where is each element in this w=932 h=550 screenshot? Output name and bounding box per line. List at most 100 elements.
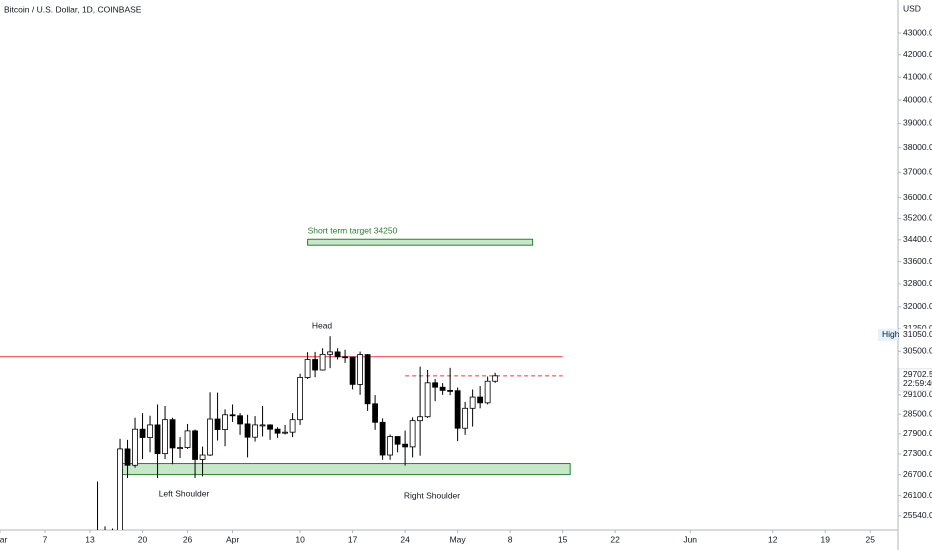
x-tick-label: Mar — [0, 534, 7, 544]
annotation: Right Shoulder — [404, 490, 460, 500]
candle-body — [357, 354, 364, 385]
y-tick-label: 32800.00 — [903, 278, 932, 288]
candle-body — [207, 418, 213, 456]
candle-body — [484, 380, 491, 404]
candle-body — [447, 389, 454, 392]
candle-body — [244, 423, 251, 438]
candle-body — [184, 430, 191, 448]
x-tick-label: May — [450, 534, 467, 544]
last-price-bg — [898, 368, 932, 392]
candle-body — [312, 359, 318, 371]
x-tick-label: Jun — [683, 534, 697, 544]
candle-body — [297, 377, 303, 421]
candle-body — [169, 419, 176, 449]
y-tick-label: 32000.00 — [903, 301, 932, 311]
y-tick-label: 39000.00 — [903, 118, 932, 128]
y-tick-label: 28500.00 — [903, 408, 932, 418]
candle-body — [147, 424, 153, 438]
candle-body — [124, 448, 131, 466]
currency: USD — [903, 3, 921, 13]
candle-body — [334, 351, 341, 358]
x-tick-label: 24 — [400, 534, 410, 544]
y-tick-label: 43000.00 — [903, 27, 932, 37]
candle-body — [259, 424, 266, 427]
plot-area: Short term target 34250 — [0, 225, 571, 530]
x-tick-label: 13 — [85, 534, 95, 544]
candle-body — [132, 428, 138, 466]
x-tick-label: 12 — [768, 534, 778, 544]
candle-body — [154, 424, 161, 455]
y-tick-label: 26100.00 — [903, 490, 932, 500]
candle-body — [319, 353, 326, 371]
y-tick-label: 25540.00 — [903, 510, 932, 520]
y-tick-label: 31250.00 — [903, 323, 932, 333]
annotation: Head — [312, 320, 333, 330]
candle-body — [342, 356, 348, 359]
y-tick-label: 30500.00 — [903, 346, 932, 356]
high-badge — [878, 328, 898, 341]
zone — [307, 238, 534, 246]
candle-body — [424, 382, 431, 418]
candle-body — [387, 436, 394, 456]
zone — [119, 463, 571, 476]
x-tick-label: 15 — [558, 534, 568, 544]
y-tick-label: 29100.00 — [903, 389, 932, 399]
x-tick-label: 17 — [348, 534, 358, 544]
candle-body — [222, 414, 228, 430]
candle-body — [372, 403, 379, 423]
candle-body — [252, 424, 258, 438]
y-tick-label: 27900.00 — [903, 428, 932, 438]
y-tick-label: 34400.00 — [903, 234, 932, 244]
candle-body — [267, 424, 273, 430]
candle-body — [214, 418, 221, 430]
x-tick-label: 7 — [43, 534, 48, 544]
candle-body — [304, 359, 311, 378]
y-tick-label: 26700.00 — [903, 469, 932, 479]
y-tick-label: 38000.00 — [903, 142, 932, 152]
candle-body — [229, 414, 236, 417]
candle-body — [274, 428, 281, 434]
last-price-label: 29702.57 — [903, 369, 932, 379]
candle-body — [177, 447, 183, 449]
candle-body — [117, 448, 123, 530]
candle-body — [327, 351, 333, 355]
high-label: High — [882, 329, 900, 339]
high-value: 31050.00 — [903, 329, 932, 339]
x-tick-label: 10 — [295, 534, 305, 544]
candle-body — [289, 419, 296, 433]
candle-body — [139, 428, 146, 438]
candle-body — [492, 375, 499, 382]
candle-body — [349, 356, 356, 385]
x-tick-label: 19 — [820, 534, 830, 544]
candle-body — [454, 390, 461, 429]
candle-body — [192, 430, 198, 460]
candle-body — [462, 407, 469, 429]
candle-body — [394, 436, 401, 445]
annotation: Left Shoulder — [159, 488, 210, 498]
candle-body — [477, 396, 484, 404]
candle-body — [282, 431, 288, 434]
candle-body — [469, 396, 476, 409]
candle-body — [409, 420, 416, 448]
candle-body — [432, 382, 439, 388]
candle-body — [439, 386, 446, 391]
zone-label: Short term target 34250 — [308, 225, 398, 235]
x-tick-label: 8 — [508, 534, 513, 544]
countdown: 22:59:40 — [903, 378, 932, 388]
y-tick-label: 33600.00 — [903, 256, 932, 266]
chart-title: Bitcoin / U.S. Dollar, 1D, COINBASE — [4, 4, 142, 14]
high-value-bg — [899, 328, 932, 341]
y-tick-label: 27300.00 — [903, 448, 932, 458]
y-tick-label: 37000.00 — [903, 167, 932, 177]
candle-body — [237, 415, 243, 425]
y-tick-label: 36000.00 — [903, 192, 932, 202]
x-tick-label: 22 — [610, 534, 620, 544]
candle-body — [199, 454, 206, 460]
y-tick-label: 40000.00 — [903, 94, 932, 104]
y-tick-label: 41000.00 — [903, 71, 932, 81]
x-tick-label: Apr — [226, 534, 239, 544]
x-tick-label: 26 — [183, 534, 193, 544]
candle-body — [162, 419, 168, 455]
